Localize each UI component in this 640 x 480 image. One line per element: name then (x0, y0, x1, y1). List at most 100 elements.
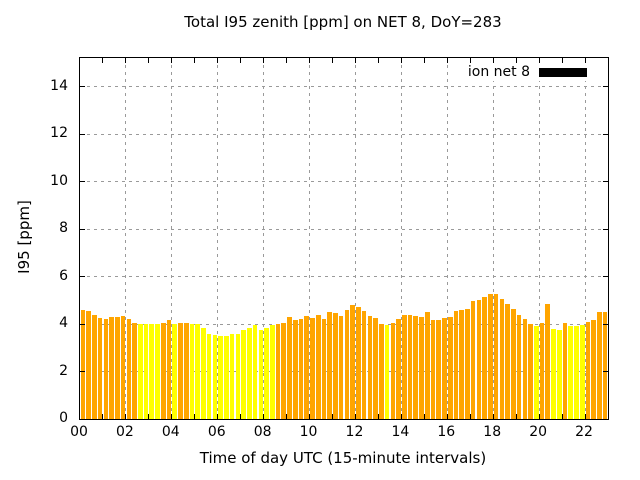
x-tick-mark-top (125, 58, 127, 63)
y-tick-mark-right (603, 181, 608, 182)
x-tick-mark-top (538, 58, 540, 63)
x-tick-mark-bottom (194, 414, 196, 419)
gridline-horizontal (80, 133, 608, 135)
x-tick-mark-bottom (469, 414, 471, 419)
bar (178, 322, 183, 419)
x-tick-mark-top (286, 58, 288, 63)
x-tick-mark-bottom (263, 414, 265, 419)
bar (356, 307, 361, 419)
x-tick-mark-bottom (492, 414, 494, 419)
y-tick-mark-right (603, 228, 608, 230)
gridline-horizontal (80, 181, 608, 182)
y-tick-label: 8 (59, 220, 68, 236)
bar (430, 320, 436, 419)
x-tick-mark-bottom (148, 414, 150, 419)
bar (103, 319, 109, 419)
x-tick-mark-bottom (400, 414, 402, 419)
bar (189, 324, 195, 419)
bar (338, 315, 344, 419)
x-tick-mark-top (561, 58, 563, 63)
gridline-vertical (538, 58, 540, 419)
bar (493, 294, 499, 419)
bar (344, 309, 350, 419)
bar (298, 319, 304, 419)
bar (470, 301, 476, 419)
bar (373, 318, 378, 419)
x-tick-label: 12 (345, 424, 364, 440)
bar (556, 329, 562, 419)
bar (97, 318, 103, 419)
bar (287, 316, 292, 419)
x-tick-mark-top (171, 58, 173, 63)
y-tick-mark-right (603, 86, 608, 87)
y-tick-mark-right (603, 276, 608, 277)
bar (155, 324, 160, 419)
x-tick-label: 08 (253, 424, 272, 440)
y-tick-label: 6 (59, 267, 68, 284)
x-tick-mark-bottom (515, 414, 517, 419)
chart-title: Total I95 zenith [ppm] on NET 8, DoY=283 (184, 13, 502, 31)
x-tick-mark-top (469, 58, 471, 63)
bar (115, 316, 120, 419)
bar (545, 303, 551, 419)
bar (252, 325, 258, 419)
x-tick-label: 16 (437, 424, 456, 440)
y-tick-mark-right (603, 323, 608, 325)
y-tick-mark-left (80, 228, 85, 230)
y-tick-mark-left (80, 86, 85, 87)
x-tick-mark-bottom (584, 414, 586, 419)
bar (476, 300, 482, 419)
bar (166, 320, 172, 419)
bar (327, 312, 332, 419)
bar (522, 319, 528, 419)
x-tick-mark-top (377, 58, 379, 63)
bar (568, 326, 574, 419)
x-tick-label: 10 (299, 424, 318, 440)
x-tick-mark-bottom (377, 414, 379, 419)
bar (304, 315, 310, 419)
bar (505, 303, 510, 419)
x-tick-label: 00 (70, 424, 88, 440)
bar (459, 309, 464, 419)
bar (143, 324, 149, 419)
bar (499, 299, 505, 419)
y-tick-mark-left (80, 133, 85, 135)
bar (264, 327, 269, 419)
bar (488, 294, 493, 419)
bar (591, 320, 596, 419)
legend-label: ion net 8 (467, 64, 530, 80)
bar (333, 313, 338, 419)
bar (120, 315, 126, 419)
gridline-vertical (263, 58, 265, 419)
bar (597, 312, 602, 419)
bar (511, 308, 516, 419)
bar (453, 310, 459, 419)
x-tick-mark-top (446, 58, 448, 63)
bar (447, 316, 453, 419)
bar (172, 324, 178, 419)
x-tick-mark-top (515, 58, 517, 63)
bar (149, 324, 155, 419)
gridline-vertical (125, 58, 127, 419)
bar (275, 324, 281, 419)
bar (436, 320, 442, 419)
gridline-vertical (354, 58, 356, 419)
bar (258, 329, 264, 419)
bar (229, 333, 235, 419)
bar (407, 314, 413, 419)
bar (413, 315, 419, 419)
bar (350, 305, 355, 419)
bar (516, 314, 522, 419)
y-tick-mark-left (80, 276, 85, 277)
bar (528, 324, 533, 419)
bar (533, 326, 539, 419)
gridline-vertical (584, 58, 586, 419)
x-tick-label: 20 (529, 424, 548, 440)
x-tick-mark-bottom (354, 414, 356, 419)
x-axis-label: Time of day UTC (15-minute intervals) (199, 449, 487, 467)
y-tick-mark-left (80, 181, 85, 182)
bar (132, 322, 137, 419)
x-tick-mark-bottom (102, 414, 104, 419)
x-tick-mark-top (194, 58, 196, 63)
bar (315, 314, 321, 419)
